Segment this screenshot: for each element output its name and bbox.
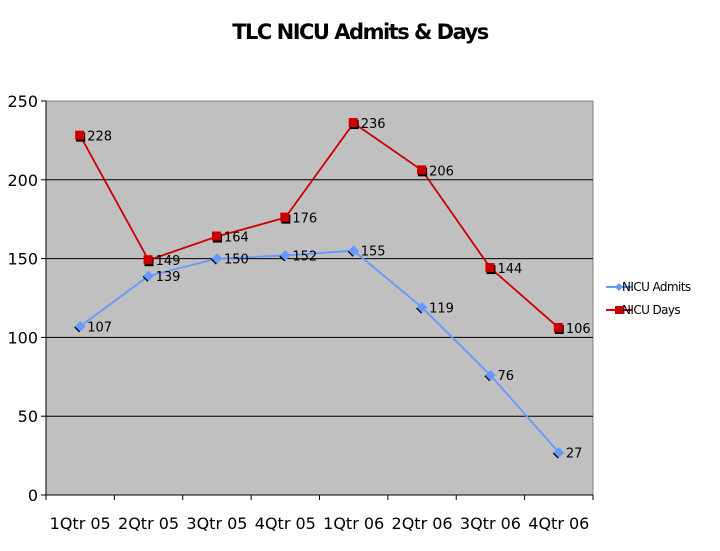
x-tick-label: 4Qtr 06 [528, 514, 589, 533]
y-tick-label: 100 [7, 328, 38, 347]
data-point [211, 231, 221, 241]
data-point [416, 302, 428, 313]
data-point [348, 245, 360, 257]
data-point [74, 321, 86, 332]
x-tick-label: 3Qtr 06 [460, 514, 521, 533]
series-admits [74, 245, 565, 459]
data-point [485, 263, 495, 273]
legend-item: NICU Days [606, 303, 681, 317]
x-tick-label: 2Qtr 05 [118, 514, 179, 533]
data-point [553, 322, 563, 332]
data-label: 149 [156, 254, 181, 269]
y-tick-label: 50 [18, 407, 38, 426]
y-tick-label: 200 [7, 171, 38, 190]
data-point [143, 255, 153, 265]
y-tick-label: 150 [7, 250, 38, 269]
data-label: 27 [566, 446, 583, 461]
series-line [79, 121, 560, 329]
series-layer [74, 118, 565, 459]
y-tick-label: 0 [28, 486, 38, 505]
data-label: 119 [429, 301, 454, 316]
data-label: 236 [361, 117, 386, 132]
data-point [75, 130, 85, 140]
data-label: 164 [224, 231, 249, 246]
data-point [485, 369, 496, 381]
legend-marker [615, 283, 623, 291]
legend-marker [615, 306, 623, 314]
legend: NICU Admits NICU Days [606, 280, 691, 317]
data-label: 150 [224, 253, 249, 268]
plot-area [45, 100, 594, 496]
legend-label: NICU Days [622, 303, 680, 317]
data-labels: 228 149 164 176 236 206 144 106 107 139 150 152 155 1… [87, 117, 590, 461]
data-label: 139 [156, 270, 181, 285]
y-tick-label: 250 [7, 92, 38, 111]
data-point [417, 165, 427, 175]
data-point [211, 253, 223, 264]
x-tick-label: 1Qtr 05 [50, 514, 111, 533]
data-label: 176 [292, 212, 317, 227]
data-label: 107 [87, 320, 112, 335]
axes: 0 50 100 150 200 250 1Qtr 05 2Qtr 05 3Qtr 05 4Qtr… [7, 92, 594, 533]
data-point [280, 212, 290, 222]
data-label: 155 [361, 245, 386, 260]
x-tick-label: 4Qtr 05 [255, 514, 316, 533]
data-label: 206 [429, 164, 454, 179]
data-label: 152 [292, 249, 317, 264]
series-line [79, 249, 560, 454]
data-point [348, 118, 358, 128]
legend-item: NICU Admits [606, 280, 691, 294]
series-days [75, 118, 564, 334]
x-tick-label: 2Qtr 06 [392, 514, 453, 533]
data-label: 228 [87, 130, 112, 145]
data-point [553, 447, 565, 458]
data-label: 144 [497, 262, 522, 277]
data-label: 76 [497, 369, 514, 384]
x-tick-label: 1Qtr 06 [323, 514, 384, 533]
x-tick-label: 3Qtr 05 [186, 514, 247, 533]
data-point [143, 270, 154, 282]
data-label: 106 [566, 322, 591, 337]
chart-title: TLC NICU Admits & Days [232, 20, 489, 44]
gridlines [46, 179, 593, 417]
data-point [279, 250, 291, 261]
legend-label: NICU Admits [622, 280, 691, 294]
